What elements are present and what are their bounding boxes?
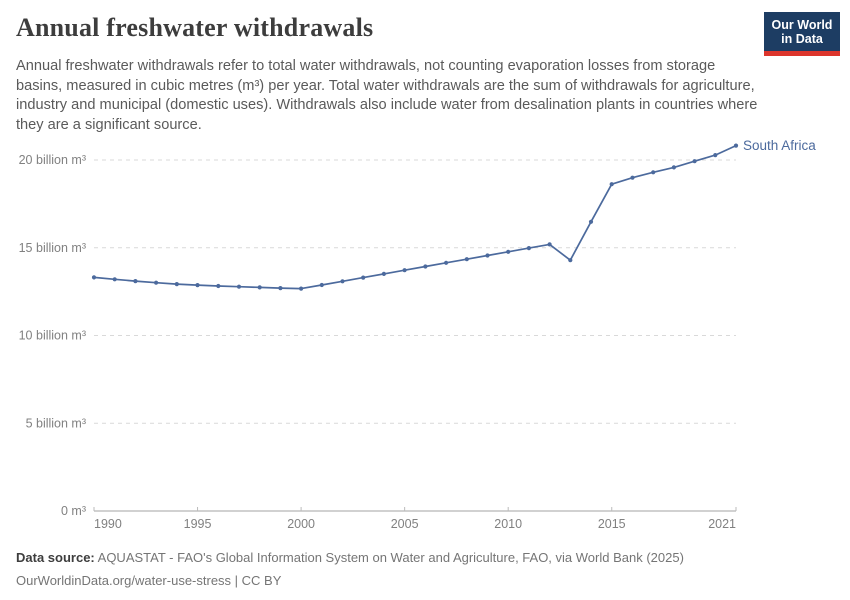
data-point: [112, 277, 117, 282]
owid-logo[interactable]: Our World in Data: [764, 12, 840, 56]
chart-footer: Data source: AQUASTAT - FAO's Global Inf…: [16, 546, 816, 592]
data-point: [526, 246, 532, 251]
owid-logo-line2: in Data: [781, 32, 823, 46]
chart-svg: 0 m³ 5 billion m³ 10 billion m³ 15 billion …: [19, 140, 817, 531]
data-point: [216, 283, 221, 289]
y-axis-tick-label: 15 billion m³: [19, 241, 86, 255]
data-point: [506, 249, 511, 254]
data-point: [319, 282, 324, 288]
y-axis-tick-label: 5 billion m³: [26, 416, 86, 430]
data-point: [299, 286, 304, 291]
canonical-url-link[interactable]: OurWorldinData.org/water-use-stress: [16, 573, 232, 588]
x-axis-tick-label: 1995: [184, 517, 212, 531]
data-source-label: Data source:: [16, 550, 95, 565]
data-point: [133, 279, 138, 284]
data-point: [588, 219, 594, 224]
owid-logo-line1: Our World: [771, 18, 833, 32]
data-point: [547, 242, 552, 247]
y-axis-tick-label: 0 m³: [61, 504, 86, 518]
chart-subtitle: Annual freshwater withdrawals refer to t…: [16, 58, 758, 133]
data-point: [91, 275, 97, 280]
data-source-text: AQUASTAT - FAO's Global Information Syst…: [94, 550, 684, 565]
x-axis-tick-label: 2021: [708, 517, 736, 531]
data-point: [651, 170, 656, 175]
data-point: [671, 165, 677, 170]
data-line: [93, 144, 737, 290]
data-point: [713, 153, 718, 158]
license-label: CC BY: [241, 573, 282, 588]
data-point: [733, 143, 739, 148]
data-point: [402, 268, 407, 273]
axis-layer: [93, 507, 737, 512]
chart-title: Annual freshwater withdrawals: [16, 13, 374, 42]
data-source-line: Data source: AQUASTAT - FAO's Global Inf…: [16, 546, 816, 569]
x-axis-tick-label: 2005: [391, 517, 419, 531]
data-point: [195, 283, 200, 288]
data-point: [174, 282, 179, 287]
label-layer: 0 m³ 5 billion m³ 10 billion m³ 15 billion …: [19, 140, 817, 531]
x-axis-tick-label: 1990: [94, 517, 122, 531]
footer-links-line: OurWorldinData.org/water-use-stress | CC…: [16, 569, 816, 592]
data-point: [257, 285, 262, 290]
data-point: [381, 271, 386, 276]
data-point: [423, 264, 428, 269]
data-point: [236, 284, 242, 289]
data-point: [568, 258, 573, 263]
data-point: [154, 280, 159, 285]
data-point: [278, 286, 283, 291]
data-point: [485, 253, 490, 258]
x-axis-tick-label: 2010: [494, 517, 522, 531]
data-point: [340, 279, 345, 284]
data-point: [692, 159, 697, 164]
data-point: [630, 175, 635, 180]
data-point: [464, 257, 469, 262]
series-layer: [91, 143, 739, 291]
data-point: [609, 182, 614, 187]
y-axis-tick-label: 10 billion m³: [19, 329, 86, 343]
y-axis-tick-label: 20 billion m³: [19, 153, 86, 167]
x-axis-tick-label: 2000: [287, 517, 315, 531]
grid-layer: [94, 159, 736, 424]
data-point: [361, 275, 366, 280]
footer-separator: |: [231, 573, 242, 588]
series-entity-label: South Africa: [743, 140, 816, 153]
x-axis-tick-label: 2015: [598, 517, 626, 531]
data-point: [444, 260, 449, 265]
